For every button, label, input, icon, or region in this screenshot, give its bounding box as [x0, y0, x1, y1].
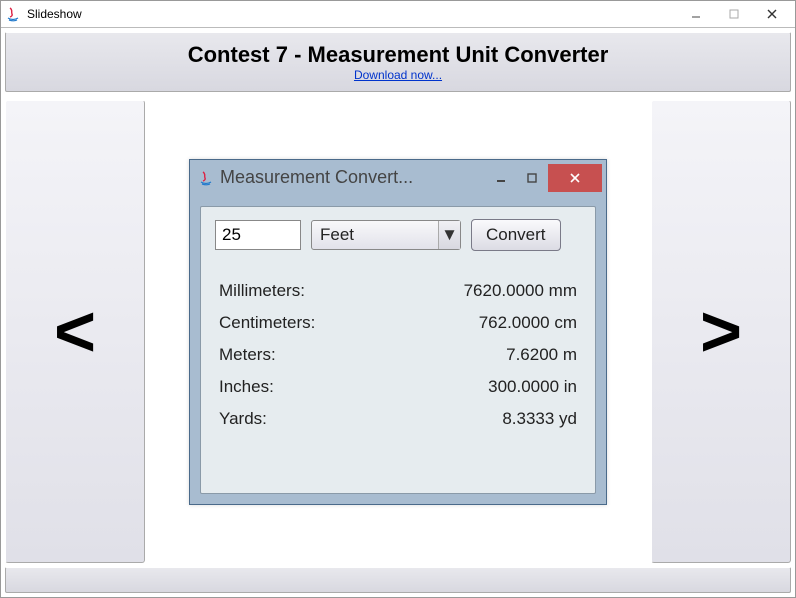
result-label: Centimeters: — [219, 313, 315, 333]
converter-panel: Feet ▼ Convert Millimeters: 7620.0000 mm… — [200, 206, 596, 494]
result-row: Yards: 8.3333 yd — [215, 403, 581, 435]
outer-window-controls — [677, 3, 791, 25]
result-label: Inches: — [219, 377, 274, 397]
result-row: Millimeters: 7620.0000 mm — [215, 275, 581, 307]
result-row: Centimeters: 762.0000 cm — [215, 307, 581, 339]
converter-title: Measurement Convert... — [220, 167, 486, 188]
outer-window-title: Slideshow — [27, 7, 677, 21]
slide-area: Measurement Convert... — [151, 100, 645, 563]
convert-button[interactable]: Convert — [471, 219, 561, 251]
value-input[interactable] — [215, 220, 301, 250]
slideshow-window: Slideshow Contest 7 - Measurement Unit C… — [0, 0, 796, 598]
result-label: Yards: — [219, 409, 267, 429]
result-row: Inches: 300.0000 in — [215, 371, 581, 403]
result-value: 300.0000 in — [488, 377, 577, 397]
header-bar: Contest 7 - Measurement Unit Converter D… — [5, 32, 791, 92]
converter-minimize-button[interactable] — [486, 164, 516, 192]
chevron-down-icon: ▼ — [438, 221, 460, 249]
unit-select-label: Feet — [320, 225, 354, 245]
converter-close-button[interactable] — [548, 164, 602, 192]
unit-select[interactable]: Feet ▼ — [311, 220, 461, 250]
converter-maximize-button[interactable] — [516, 164, 548, 192]
java-icon — [5, 6, 21, 22]
result-value: 8.3333 yd — [502, 409, 577, 429]
outer-close-button[interactable] — [753, 3, 791, 25]
input-row: Feet ▼ Convert — [215, 219, 581, 251]
content-row: < Measurement Convert... — [1, 96, 795, 567]
result-row: Meters: 7.6200 m — [215, 339, 581, 371]
converter-titlebar: Measurement Convert... — [190, 160, 606, 196]
result-value: 762.0000 cm — [479, 313, 577, 333]
prev-slide-button[interactable]: < — [5, 100, 145, 563]
result-value: 7.6200 m — [506, 345, 577, 365]
header-title: Contest 7 - Measurement Unit Converter — [188, 42, 609, 68]
next-slide-button[interactable]: > — [651, 100, 791, 563]
outer-maximize-button[interactable] — [715, 3, 753, 25]
outer-titlebar: Slideshow — [1, 1, 795, 28]
outer-minimize-button[interactable] — [677, 3, 715, 25]
converter-body: Feet ▼ Convert Millimeters: 7620.0000 mm… — [190, 196, 606, 504]
result-value: 7620.0000 mm — [464, 281, 577, 301]
converter-window: Measurement Convert... — [189, 159, 607, 505]
download-link[interactable]: Download now... — [354, 68, 442, 82]
result-label: Meters: — [219, 345, 276, 365]
java-icon — [198, 170, 214, 186]
footer-bar — [5, 567, 791, 593]
result-label: Millimeters: — [219, 281, 305, 301]
